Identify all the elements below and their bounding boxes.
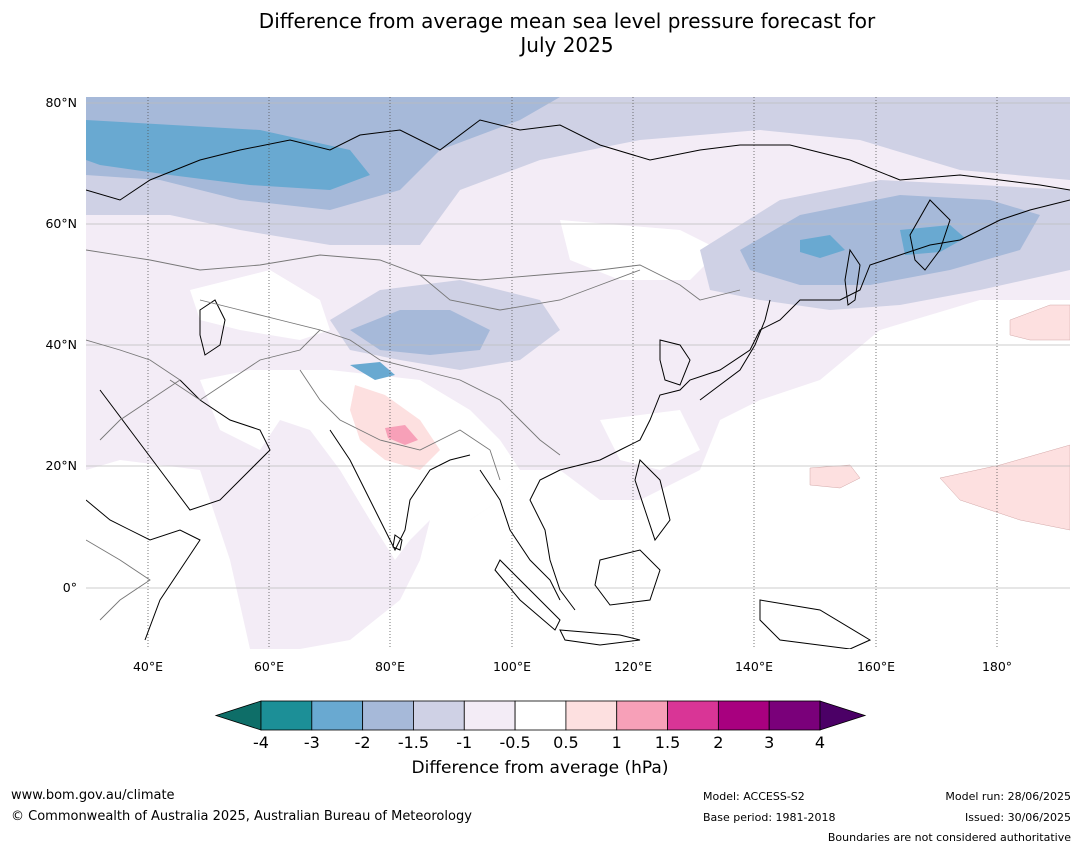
coastline-india bbox=[329, 429, 471, 552]
coastline-indochina bbox=[479, 469, 561, 601]
colorbar-tick-label: 2 bbox=[713, 733, 724, 752]
border-africa bbox=[86, 539, 151, 621]
lon-label-120e: 120°E bbox=[614, 659, 652, 674]
border-russia-south bbox=[86, 249, 741, 301]
anomaly-region-neutral-southasia bbox=[200, 370, 520, 560]
colorbar-swatch bbox=[717, 700, 770, 731]
border-middle-east bbox=[86, 339, 181, 441]
coastline-sakhalin bbox=[844, 248, 861, 306]
lon-label-100e: 100°E bbox=[493, 659, 531, 674]
colorbar-tick-label: -3 bbox=[303, 733, 320, 752]
coastline-srilanka bbox=[392, 534, 403, 551]
colorbar bbox=[214, 700, 867, 731]
colorbar-swatch bbox=[260, 700, 313, 731]
colorbar-tick-label: -1.5 bbox=[397, 733, 430, 752]
anomaly-region-minus15-farEast bbox=[740, 195, 1040, 285]
colorbar-swatch bbox=[311, 700, 364, 731]
anomaly-region-minus2-arctic bbox=[86, 120, 370, 190]
anomaly-region-plus05-pacific1 bbox=[1009, 304, 1070, 341]
anomaly-region-neutral-southeast bbox=[600, 410, 700, 470]
colorbar-title: Difference from average (hPa) bbox=[411, 758, 669, 778]
colorbar-swatch bbox=[413, 700, 465, 731]
lon-label-80e: 80°E bbox=[375, 659, 405, 674]
anomaly-region-neutral-indian-ocean bbox=[86, 460, 250, 649]
footer-copyright: © Commonwealth of Australia 2025, Austra… bbox=[11, 809, 472, 824]
lat-label-80n: 80°N bbox=[45, 95, 77, 110]
lon-label-140e: 140°E bbox=[735, 659, 773, 674]
anomaly-region-plus1-northindia bbox=[385, 425, 418, 445]
longitude-labels: 40°E 60°E 80°E 100°E 120°E 140°E 160°E 1… bbox=[133, 659, 1012, 674]
coastline-kamchatka bbox=[909, 199, 951, 271]
anomaly-region-minus15-tibet bbox=[350, 310, 490, 355]
coastline-arabia bbox=[99, 379, 271, 511]
footer-issued: Issued: 30/06/2025 bbox=[964, 811, 1071, 824]
coastline-korea bbox=[659, 339, 691, 386]
coastline-eurasia-east bbox=[529, 199, 1070, 611]
colorbar-tick-label: -2 bbox=[354, 733, 371, 752]
colorbar-swatch bbox=[768, 700, 821, 731]
footer-model: Model: ACCESS-S2 bbox=[703, 790, 805, 803]
anomaly-field bbox=[86, 97, 1070, 649]
anomaly-region-minus2-kamchatka bbox=[800, 235, 845, 258]
colorbar-swatch bbox=[616, 700, 668, 731]
colorbar-tick-label: 1 bbox=[611, 733, 622, 752]
coastlines bbox=[86, 119, 1070, 649]
lon-label-160e: 160°E bbox=[857, 659, 895, 674]
footer-base-period: Base period: 1981-2018 bbox=[703, 811, 836, 824]
coastline-philippines bbox=[634, 459, 671, 542]
colorbar-tick-label: 0.5 bbox=[553, 733, 579, 752]
coastline-sumatra bbox=[494, 559, 561, 631]
title-line-2: July 2025 bbox=[520, 33, 614, 57]
lon-label-40e: 40°E bbox=[133, 659, 163, 674]
colorbar-tick-label: -4 bbox=[253, 733, 269, 752]
border-mongolia bbox=[419, 269, 641, 311]
title-line-1: Difference from average mean sea level p… bbox=[258, 9, 876, 33]
lat-label-40n: 40°N bbox=[45, 337, 77, 352]
colorbar-swatch bbox=[463, 700, 516, 731]
border-central-asia bbox=[169, 299, 321, 401]
anomaly-region-neutral-siberia bbox=[560, 220, 720, 280]
colorbar-tick-label: -1 bbox=[456, 733, 473, 752]
coastline-borneo bbox=[594, 549, 661, 606]
coastline-java bbox=[559, 629, 641, 646]
latitude-labels: 80°N 60°N 40°N 20°N 0° bbox=[45, 95, 77, 595]
coastline-caspian bbox=[199, 299, 226, 356]
colorbar-swatch bbox=[362, 700, 414, 731]
lat-label-0: 0° bbox=[63, 580, 77, 595]
coastline-new-guinea bbox=[759, 599, 872, 649]
anomaly-region-minus2-karakoram bbox=[350, 362, 395, 380]
coastline-arctic bbox=[86, 119, 1070, 201]
colorbar-tick-label: -0.5 bbox=[499, 733, 531, 752]
colorbar-extend-min bbox=[214, 700, 262, 731]
coastline-japan bbox=[699, 299, 771, 401]
colorbar-tick-label: 4 bbox=[814, 733, 826, 752]
border-china-west bbox=[319, 329, 561, 456]
footer-disclaimer: Boundaries are not considered authoritat… bbox=[827, 831, 1071, 844]
longitude-gridlines bbox=[147, 97, 998, 649]
anomaly-region-neutral-pacific bbox=[680, 300, 1070, 649]
anomaly-region-plus05-pacific2 bbox=[809, 464, 861, 489]
colorbar-swatch bbox=[514, 700, 567, 731]
colorbar-extend-max bbox=[819, 700, 867, 731]
lon-label-60e: 60°E bbox=[254, 659, 284, 674]
coastline-africa-east bbox=[86, 499, 201, 641]
footer-model-run: Model run: 28/06/2025 bbox=[945, 790, 1071, 803]
border-south-asia bbox=[299, 369, 501, 481]
colorbar-swatch bbox=[565, 700, 618, 731]
lat-label-60n: 60°N bbox=[45, 216, 77, 231]
colorbar-tick-label: 3 bbox=[764, 733, 775, 752]
map-title: Difference from average mean sea level p… bbox=[0, 9, 1081, 57]
anomaly-region-minus2-okhotsk bbox=[900, 225, 965, 255]
colorbar-swatch bbox=[667, 700, 719, 731]
footer-url: www.bom.gov.au/climate bbox=[11, 788, 175, 803]
lat-label-20n: 20°N bbox=[45, 458, 77, 473]
national-borders bbox=[86, 249, 741, 621]
colorbar-tick-label: 1.5 bbox=[654, 733, 681, 752]
lon-label-180: 180° bbox=[982, 659, 1012, 674]
